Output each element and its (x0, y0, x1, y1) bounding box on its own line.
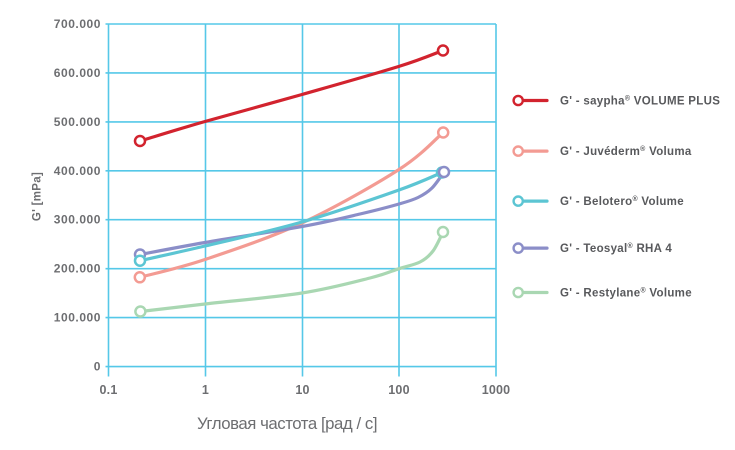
svg-text:100.000: 100.000 (54, 311, 101, 325)
svg-text:300.000: 300.000 (54, 213, 101, 227)
svg-text:1000: 1000 (482, 383, 511, 397)
svg-text:700.000: 700.000 (54, 17, 101, 31)
svg-text:0.1: 0.1 (100, 383, 118, 397)
svg-text:600.000: 600.000 (54, 66, 101, 80)
svg-text:500.000: 500.000 (54, 115, 101, 129)
svg-text:200.000: 200.000 (54, 262, 101, 276)
svg-text:1: 1 (202, 383, 209, 397)
svg-text:400.000: 400.000 (54, 164, 101, 178)
svg-text:G' - Belotero® Volume: G' - Belotero® Volume (560, 195, 684, 209)
svg-text:G' - Juvéderm® Voluma: G' - Juvéderm® Voluma (560, 145, 692, 159)
svg-text:G' - Teosyal® RHA 4: G' - Teosyal® RHA 4 (560, 242, 672, 256)
svg-text:G' - Restylane® Volume: G' - Restylane® Volume (560, 286, 692, 300)
svg-text:10: 10 (295, 383, 309, 397)
svg-text:0: 0 (94, 360, 101, 374)
svg-text:100: 100 (388, 383, 409, 397)
svg-text:Угловая частота [рад / с]: Угловая частота [рад / с] (197, 414, 377, 433)
svg-text:G' [mPa]: G' [mPa] (32, 172, 44, 221)
svg-text:G' - saypha® VOLUME PLUS: G' - saypha® VOLUME PLUS (560, 94, 720, 108)
